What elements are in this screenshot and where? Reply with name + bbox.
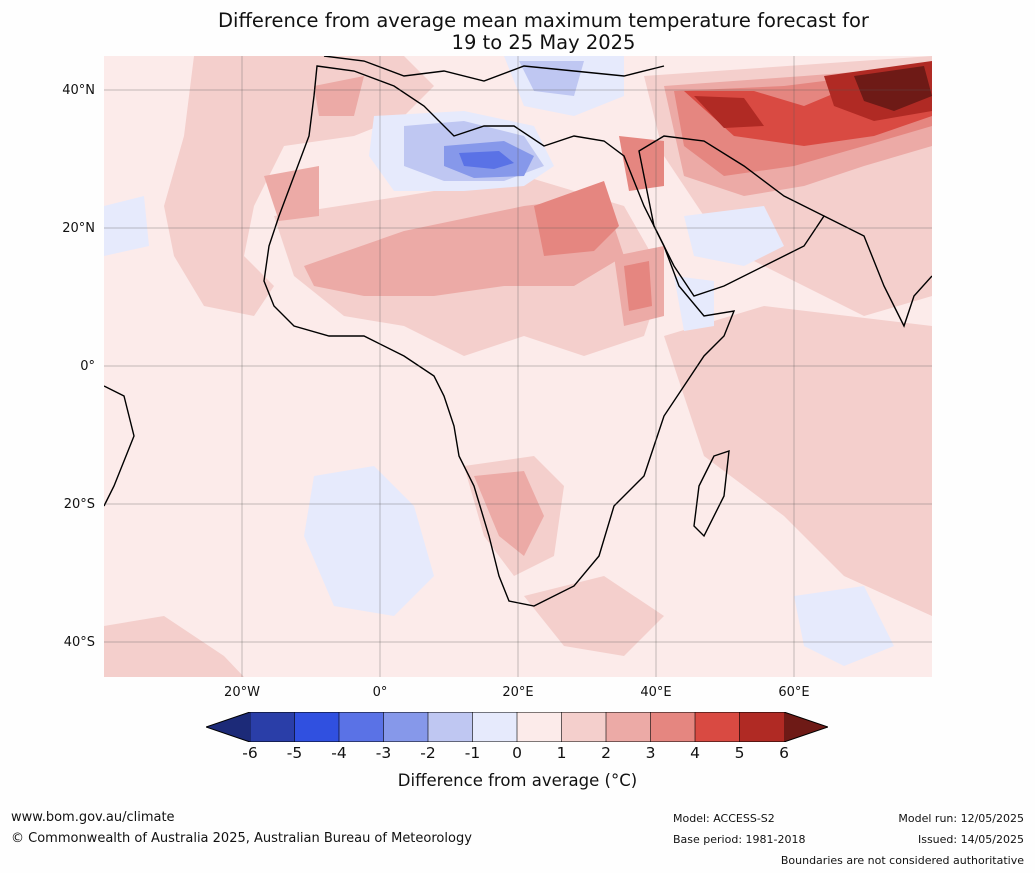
colorbar-tick-label: -4 [331, 744, 347, 762]
colorbar-tick-label: -5 [286, 744, 303, 762]
lat-label-20s: 20°S [63, 497, 95, 512]
title-line-2: 19 to 25 May 2025 [451, 31, 636, 54]
colorbar-tick-label: 2 [601, 744, 611, 762]
colorbar-segment [561, 712, 607, 742]
lat-label-0: 0° [80, 359, 95, 374]
lat-label-40n: 40°N [62, 83, 95, 98]
colorbar-segments [249, 712, 785, 742]
colorbar [206, 712, 828, 742]
colorbar-tick-label: 0 [512, 744, 522, 762]
colorbar-segment [472, 712, 518, 742]
colorbar-segment [739, 712, 785, 742]
colorbar-tick-label: -6 [242, 744, 258, 762]
lon-label-60e: 60°E [778, 685, 810, 700]
lon-label-20e: 20°E [502, 685, 534, 700]
colorbar-segment [383, 712, 429, 742]
map-svg [104, 56, 932, 677]
colorbar-segment [427, 712, 474, 742]
graticule [104, 56, 932, 677]
lat-label-40s: 40°S [63, 635, 95, 650]
map-title: Difference from average mean maximum tem… [0, 10, 1035, 54]
colorbar-label: Difference from average (°C) [397, 771, 638, 790]
footer-base-period: Base period: 1981-2018 [673, 833, 806, 846]
anomaly-above-6-regions [854, 66, 932, 111]
colorbar-high-extend [784, 712, 828, 742]
colorbar-segment [650, 712, 696, 742]
madagascar-coastline [693, 449, 730, 538]
colorbar-tick-label: -1 [464, 744, 481, 762]
lat-label-20n: 20°N [62, 221, 95, 236]
south-america-coastline [104, 385, 135, 507]
colorbar-segment [694, 712, 741, 742]
colorbar-tick-label: 3 [645, 744, 656, 762]
coastlines [104, 56, 932, 607]
title-line-1: Difference from average mean maximum tem… [218, 9, 869, 32]
colorbar-low-extend [206, 712, 250, 742]
arabia-coastline [638, 135, 826, 297]
colorbar-tick-label: 1 [556, 744, 567, 762]
colorbar-tick-label: 4 [690, 744, 700, 762]
colorbar-segment [338, 712, 385, 742]
lon-label-40e: 40°E [640, 685, 672, 700]
anomaly-minus4-3-regions [459, 151, 514, 169]
colorbar-tick-label: -3 [375, 744, 392, 762]
colorbar-segment [605, 712, 652, 742]
india-coastline [823, 215, 932, 328]
colorbar-segment [516, 712, 563, 742]
temperature-anomaly-map [104, 56, 932, 677]
lon-label-20w: 20°W [224, 685, 260, 700]
colorbar-tick-label: 6 [779, 744, 789, 762]
footer-issued: Issued: 14/05/2025 [917, 833, 1024, 846]
africa-coastline [263, 65, 736, 607]
footer-disclaimer: Boundaries are not considered authoritat… [780, 854, 1024, 867]
footer-model-run: Model run: 12/05/2025 [898, 812, 1024, 825]
lon-label-0: 0° [372, 685, 388, 700]
colorbar-segment [294, 712, 340, 742]
colorbar-tick-label: -2 [420, 744, 436, 762]
footer-model: Model: ACCESS-S2 [673, 812, 775, 825]
footer-copyright: © Commonwealth of Australia 2025, Austra… [11, 831, 472, 846]
footer-url: www.bom.gov.au/climate [11, 810, 175, 825]
colorbar-segment [249, 712, 296, 742]
colorbar-tick-label: 5 [734, 744, 745, 762]
europe-coastline [323, 56, 665, 82]
